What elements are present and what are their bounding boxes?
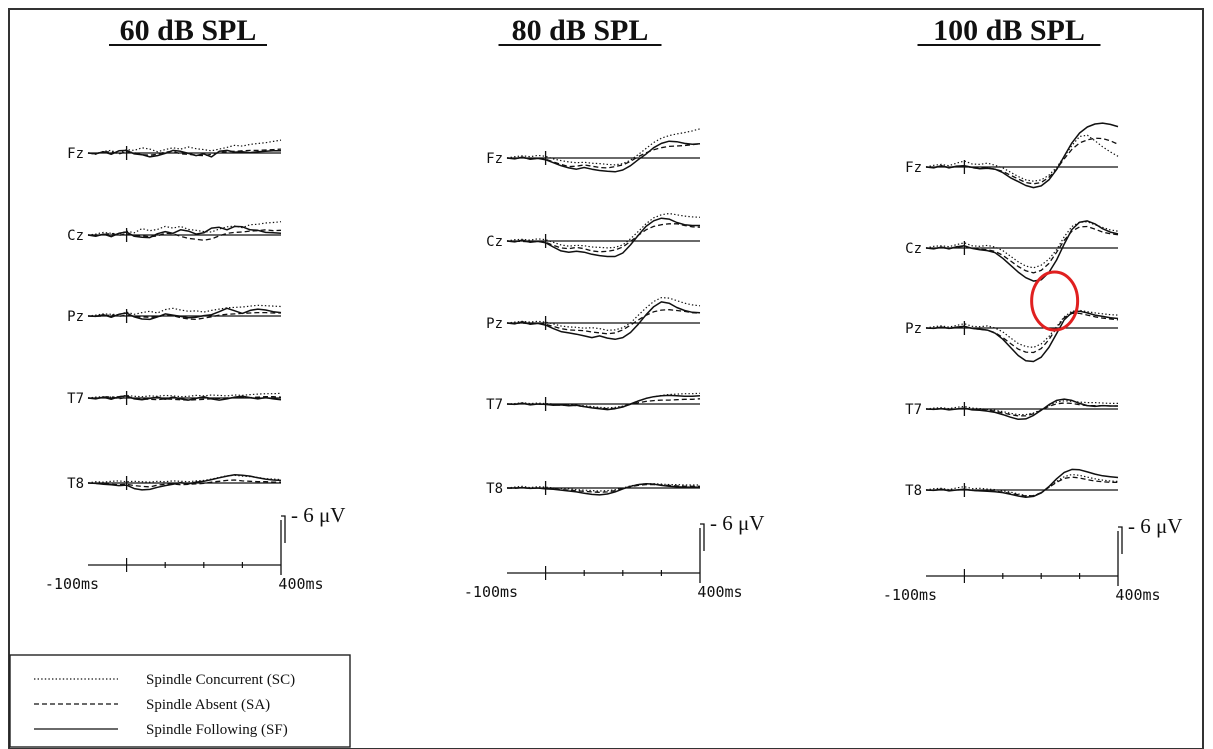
trace-group-t7: T7 xyxy=(486,392,701,413)
waveform-sc-fz xyxy=(87,139,282,155)
waveform-sf-fz xyxy=(87,149,281,158)
time-start-label: -100ms xyxy=(45,575,99,593)
waveform-sa-pz xyxy=(87,311,281,321)
trace-group-cz: Cz xyxy=(905,220,1119,282)
trace-group-pz: Pz xyxy=(486,297,701,341)
trace-group-t8: T8 xyxy=(905,468,1119,499)
waveform-sc-t8 xyxy=(506,483,700,492)
panel-2: 100 dB SPL Fz Cz Pz T7 T8 -100ms 400ms - 6 μV xyxy=(883,14,1183,604)
waveform-sc-t7 xyxy=(506,392,701,409)
trace-group-cz: Cz xyxy=(486,212,701,258)
waveform-sf-t8 xyxy=(925,468,1119,499)
waveform-sf-cz xyxy=(87,225,282,239)
electrode-label: Fz xyxy=(67,146,84,162)
legend-label-sf: Spindle Following (SF) xyxy=(146,722,288,738)
legend-frame xyxy=(9,654,351,748)
trace-group-t8: T8 xyxy=(486,481,700,497)
electrode-label: T8 xyxy=(67,476,84,492)
waveform-sa-fz xyxy=(925,137,1119,185)
electrode-label: Fz xyxy=(486,151,503,167)
electrode-label: Fz xyxy=(905,160,922,176)
waveform-sa-t8 xyxy=(87,479,281,488)
waveform-sf-pz xyxy=(506,301,701,341)
waveform-sc-t7 xyxy=(925,400,1118,416)
waveform-sf-fz xyxy=(925,122,1119,189)
trace-group-fz: Fz xyxy=(905,122,1119,189)
time-start-label: -100ms xyxy=(883,586,937,604)
electrode-label: Pz xyxy=(486,316,503,332)
scale-bar xyxy=(700,523,705,551)
trace-group-pz: Pz xyxy=(905,309,1119,363)
electrode-label: T8 xyxy=(905,483,922,499)
trace-group-t7: T7 xyxy=(905,398,1118,421)
waveform-sa-pz xyxy=(925,312,1119,354)
electrode-label: Cz xyxy=(486,234,503,250)
waveform-sf-t7 xyxy=(87,395,282,401)
waveform-sc-fz xyxy=(506,128,701,166)
time-end-label: 400ms xyxy=(278,575,323,593)
highlight-ellipse xyxy=(1030,270,1080,332)
electrode-label: T7 xyxy=(486,397,503,413)
scale-bar xyxy=(1118,526,1123,554)
trace-group-cz: Cz xyxy=(67,221,282,244)
waveform-sc-cz xyxy=(87,221,282,236)
waveform-sc-t8 xyxy=(925,473,1119,497)
waveform-sf-cz xyxy=(925,220,1119,282)
waveform-sc-pz xyxy=(925,309,1119,348)
electrode-label: T7 xyxy=(905,402,922,418)
scale-bar-label: - 6 μV xyxy=(291,503,345,527)
waveform-sf-t7 xyxy=(506,394,701,411)
trace-group-fz: Fz xyxy=(67,139,282,162)
legend-label-sa: Spindle Absent (SA) xyxy=(146,697,270,713)
waveform-sf-fz xyxy=(506,140,701,173)
trace-group-t7: T7 xyxy=(67,391,282,407)
waveform-sf-t7 xyxy=(925,398,1118,421)
legend-box: Spindle Concurrent (SC) Spindle Absent (… xyxy=(9,654,351,748)
waveform-sf-t8 xyxy=(87,474,282,491)
waveform-sc-pz xyxy=(506,297,701,331)
waveform-sf-pz xyxy=(87,307,282,321)
electrode-label: T7 xyxy=(67,391,84,407)
waveform-sf-t8 xyxy=(507,482,700,496)
scale-bar xyxy=(281,515,286,543)
waveform-sa-cz xyxy=(87,229,282,241)
panel-title: 100 dB SPL xyxy=(933,14,1085,47)
waveform-sa-t8 xyxy=(925,476,1118,497)
trace-group-fz: Fz xyxy=(486,128,701,173)
waveform-sc-fz xyxy=(925,134,1119,182)
electrode-label: T8 xyxy=(486,481,503,497)
trace-group-t8: T8 xyxy=(67,474,282,492)
electrode-label: Pz xyxy=(67,309,84,325)
waveform-sf-pz xyxy=(925,310,1119,363)
panel-title: 60 dB SPL xyxy=(120,14,257,47)
waveform-sa-fz xyxy=(87,148,282,157)
panel-title: 80 dB SPL xyxy=(512,14,649,47)
scale-bar-label: - 6 μV xyxy=(710,511,764,535)
electrode-label: Cz xyxy=(67,228,84,244)
electrode-label: Pz xyxy=(905,321,922,337)
trace-group-pz: Pz xyxy=(67,304,282,325)
electrode-label: Cz xyxy=(905,241,922,257)
waveform-sf-cz xyxy=(506,217,700,258)
waveform-sc-cz xyxy=(506,212,701,249)
panel-1: 80 dB SPL Fz Cz Pz T7 T8 -100ms 400ms - 6 μV xyxy=(464,14,765,601)
time-end-label: 400ms xyxy=(697,583,742,601)
waveform-sc-cz xyxy=(925,221,1119,269)
figure-border xyxy=(8,8,1204,749)
legend-label-sc: Spindle Concurrent (SC) xyxy=(146,672,295,688)
waveform-sa-cz xyxy=(925,225,1119,274)
time-start-label: -100ms xyxy=(464,583,518,601)
panel-0: 60 dB SPL Fz Cz Pz T7 T8 -100ms 400ms - 6 μV xyxy=(45,14,346,593)
scale-bar-label: - 6 μV xyxy=(1128,514,1182,538)
time-end-label: 400ms xyxy=(1115,586,1160,604)
